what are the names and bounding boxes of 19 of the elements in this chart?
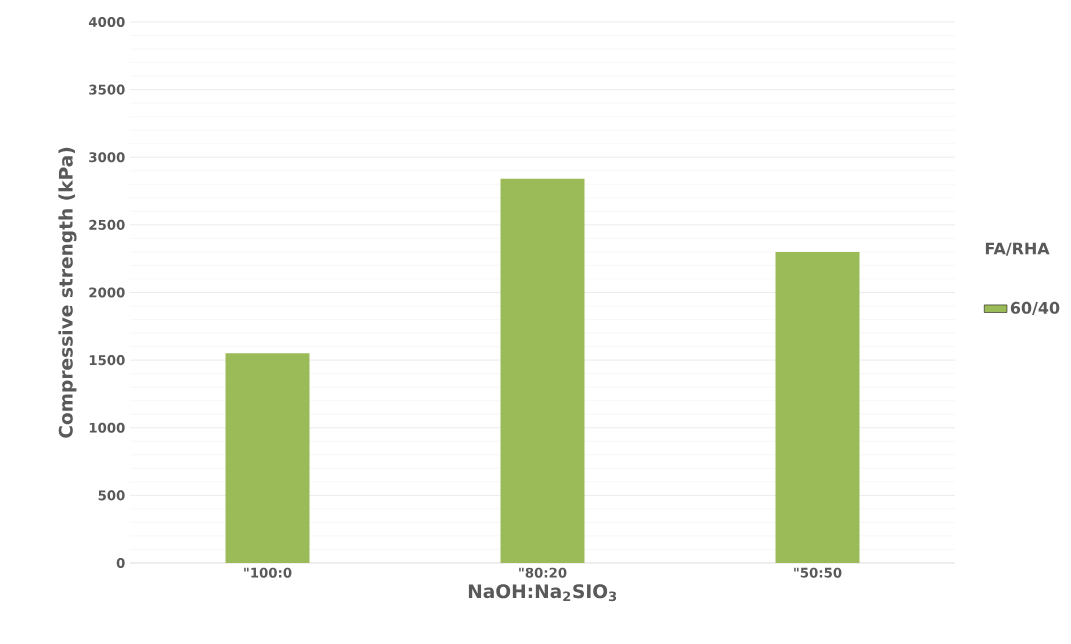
legend-title: FA/RHA (985, 242, 1050, 256)
y-tick-label: 500 (98, 490, 125, 501)
y-axis-title: Compressive strength (kPa) (58, 147, 77, 438)
y-tick-label: 3500 (89, 84, 125, 95)
y-tick-label: 4000 (88, 16, 125, 28)
legend-label: 60/40 (1010, 301, 1060, 316)
bar (225, 353, 310, 563)
y-tick-label: 3000 (89, 152, 125, 163)
bar (775, 251, 860, 563)
x-tick-label: "50:50 (794, 567, 842, 578)
y-tick-label: 2000 (89, 287, 125, 298)
y-tick-label: 0 (116, 557, 125, 569)
x-tick-label: "100:0 (244, 567, 292, 578)
y-tick-label: 1500 (89, 355, 125, 366)
y-tick-label: 1000 (89, 422, 125, 433)
y-tick-label: 2500 (89, 219, 125, 230)
x-axis-title: NaOH:Na$_{2}$SIO$_{3}$ (468, 584, 617, 602)
x-tick-label: "80:20 (519, 567, 567, 578)
bar (500, 178, 585, 563)
